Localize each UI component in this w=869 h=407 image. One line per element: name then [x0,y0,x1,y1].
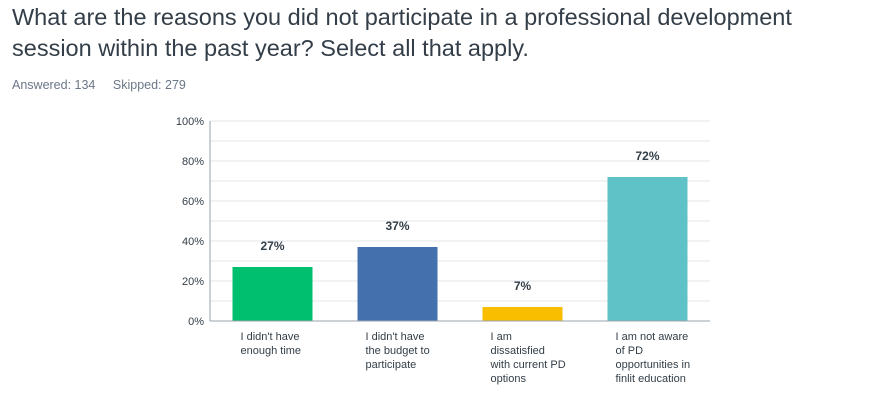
category-label-line: I am [491,331,512,343]
category-label-line: I am not aware [616,331,689,343]
category-label: I am dissatisfied with current PD options [490,331,566,385]
data-label: 27% [260,239,284,253]
category-label-line: I didn't have [241,331,300,343]
question-title: What are the reasons you did not partici… [12,4,792,61]
bar [482,307,563,321]
category-label-line: opportunities in [616,359,691,371]
answered-count: Answered: 134 [12,78,96,92]
y-tick-label: 0% [188,316,204,328]
data-label: 72% [635,149,659,163]
y-tick-label: 100% [176,116,204,128]
bars [232,177,688,321]
category-label-line: dissatisfied [491,345,545,357]
response-stats: Answered: 134 Skipped: 279 [12,78,200,92]
y-tick-label: 20% [182,276,204,288]
bar [357,247,438,321]
category-label: I am not aware of PD opportunities in finli… [616,331,691,385]
category-labels: I didn't have enough time I didn't have the… [241,331,691,385]
category-label-line: with current PD [490,359,566,371]
category-label-line: finlit education [616,373,686,385]
category-label-line: the budget to [366,345,430,357]
y-tick-label: 60% [182,196,204,208]
category-label-line: participate [366,359,417,371]
data-label: 37% [385,219,409,233]
y-tick-label: 80% [182,156,204,168]
data-label: 7% [514,279,532,293]
category-label-line: of PD [616,345,644,357]
bar [607,177,688,321]
data-labels: 27% 37% 7% 72% [260,149,659,293]
y-axis-ticks: 0% 20% 40% 60% 80% 100% [176,116,204,328]
bar [232,267,313,321]
category-label-line: I didn't have [366,331,425,343]
category-label: I didn't have enough time [241,331,302,357]
category-label: I didn't have the budget to participate [366,331,430,371]
category-label-line: enough time [241,345,302,357]
y-tick-label: 40% [182,236,204,248]
category-label-line: options [491,373,527,385]
skipped-count: Skipped: 279 [112,78,186,92]
